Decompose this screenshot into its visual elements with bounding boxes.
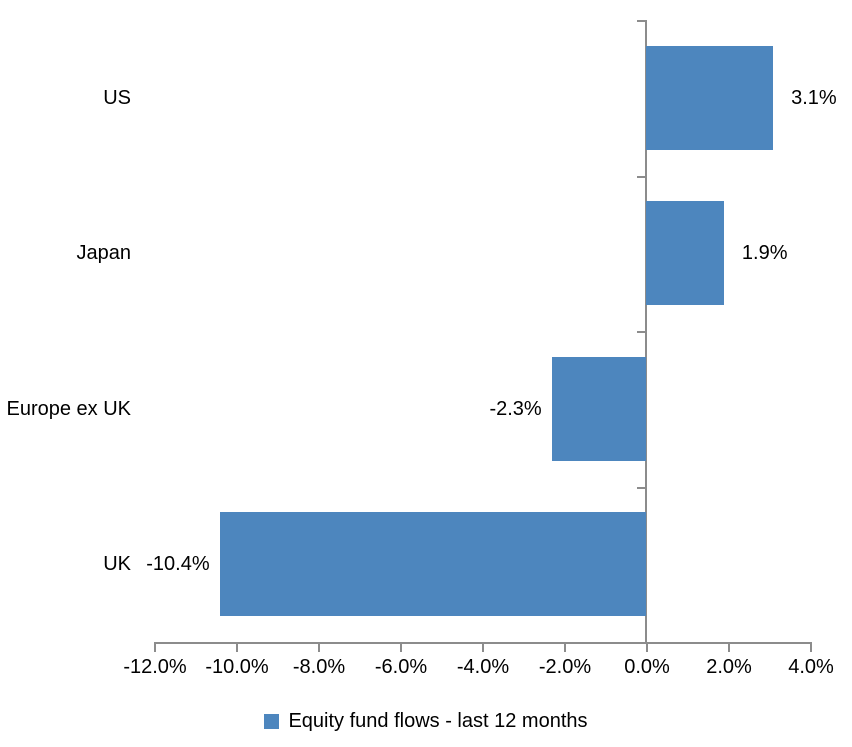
- category-label: US: [103, 87, 131, 109]
- category-axis-tick: [637, 20, 645, 22]
- bar: [646, 46, 774, 150]
- x-axis-tick: [318, 642, 320, 652]
- category-label: Europe ex UK: [6, 398, 131, 420]
- bar: [219, 512, 646, 616]
- legend-label: Equity fund flows - last 12 months: [288, 710, 588, 732]
- category-axis-tick: [637, 486, 645, 489]
- x-tick-label: -4.0%: [456, 656, 510, 678]
- zero-axis-line: [645, 20, 647, 642]
- category-label: Japan: [76, 242, 132, 264]
- x-tick-label: -6.0%: [374, 656, 428, 678]
- x-tick-label: -12.0%: [123, 656, 187, 678]
- legend-swatch-icon: [264, 713, 280, 729]
- category-axis-tick: [637, 331, 645, 333]
- x-tick-label: 2.0%: [706, 656, 752, 678]
- category-label: UK: [103, 553, 131, 575]
- x-tick-label: 0.0%: [624, 656, 670, 678]
- x-axis-tick: [810, 642, 812, 652]
- x-tick-label: -10.0%: [205, 656, 269, 678]
- x-axis-tick: [236, 642, 238, 652]
- data-label: 1.9%: [741, 242, 788, 264]
- x-axis-tick: [482, 642, 484, 652]
- x-axis-tick: [646, 642, 648, 652]
- x-axis-tick: [564, 642, 566, 652]
- x-tick-label: -8.0%: [292, 656, 346, 678]
- x-axis-tick: [154, 642, 156, 652]
- x-axis-tick: [728, 642, 730, 652]
- x-tick-label: -2.0%: [538, 656, 592, 678]
- legend: Equity fund flows - last 12 months: [0, 707, 852, 735]
- data-label: -10.4%: [146, 553, 210, 575]
- data-label: 3.1%: [791, 87, 837, 109]
- bar: [646, 201, 724, 305]
- x-axis-tick: [400, 642, 402, 652]
- x-tick-label: 4.0%: [788, 656, 834, 678]
- data-label: -2.3%: [489, 398, 542, 420]
- bar: [551, 357, 646, 461]
- category-axis-tick: [637, 175, 645, 178]
